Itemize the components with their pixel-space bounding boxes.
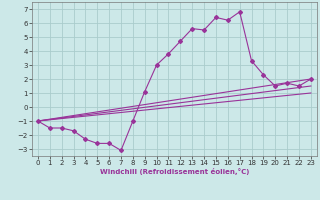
X-axis label: Windchill (Refroidissement éolien,°C): Windchill (Refroidissement éolien,°C)	[100, 168, 249, 175]
